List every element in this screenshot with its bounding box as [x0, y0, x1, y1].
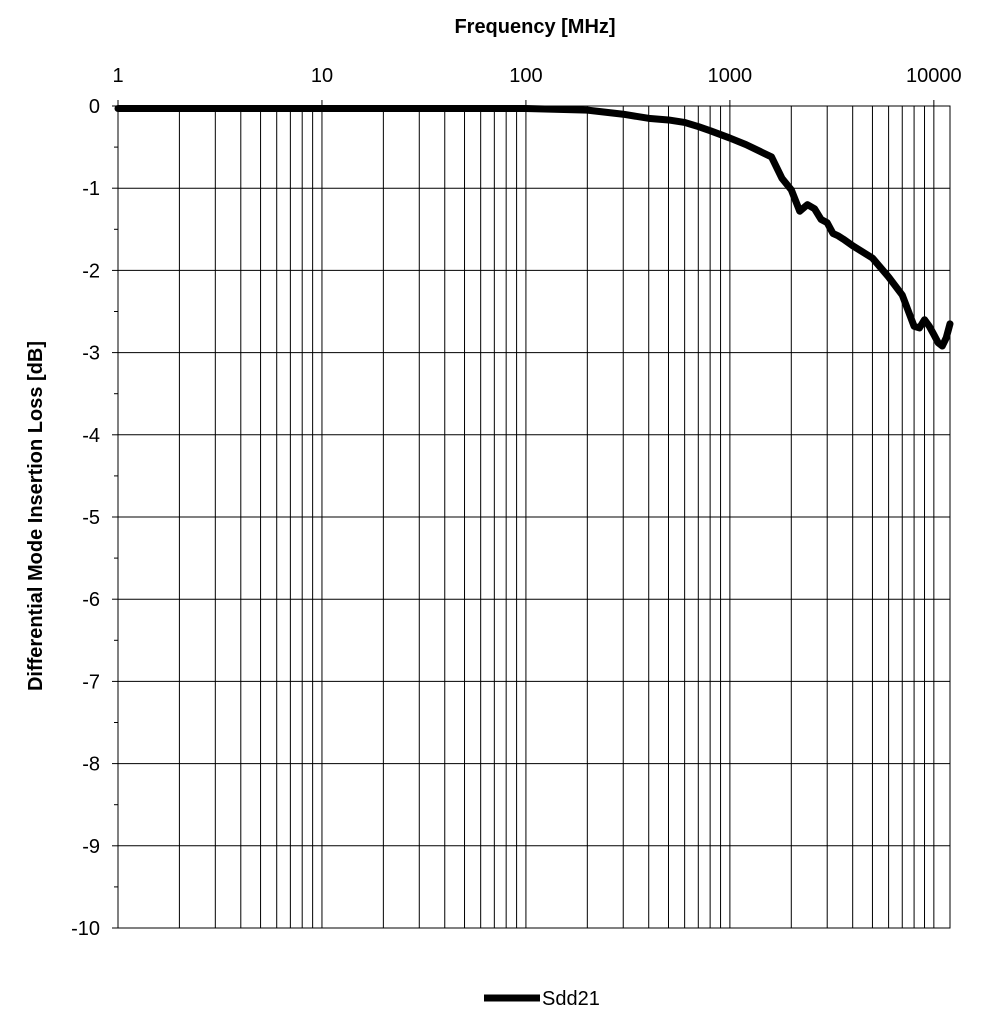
- x-tick-labels: 1 10 100 1000 10000: [112, 65, 961, 87]
- y-tick-label: -7: [82, 671, 100, 693]
- series-group: [114, 104, 954, 350]
- series-line-sdd21: [114, 104, 954, 350]
- y-tick-label: -5: [82, 507, 100, 529]
- y-tick-label: -6: [82, 589, 100, 611]
- y-tick-label: 0: [89, 96, 100, 118]
- x-axis-title: Frequency [MHz]: [454, 16, 615, 38]
- x-tick-label: 10000: [906, 65, 962, 87]
- y-tick-label: -1: [82, 178, 100, 200]
- x-tick-label: 1000: [708, 65, 753, 87]
- minor-ticks: [114, 146, 118, 888]
- x-tick-label: 100: [509, 65, 542, 87]
- y-tick-label: -9: [82, 836, 100, 858]
- y-tick-label: -3: [82, 343, 100, 365]
- y-tick-label: -4: [82, 425, 100, 447]
- legend-label: Sdd21: [542, 988, 600, 1010]
- y-tick-label: -2: [82, 260, 100, 282]
- y-tick-labels: 0 -1 -2 -3 -4 -5 -6 -7 -8 -9 -10: [71, 96, 100, 940]
- x-tick-label: 1: [112, 65, 123, 87]
- x-tick-label: 10: [311, 65, 333, 87]
- y-axis-title: Differential Mode Insertion Loss [dB]: [25, 341, 47, 691]
- legend: Sdd21: [484, 988, 600, 1010]
- y-tick-label: -8: [82, 754, 100, 776]
- y-tick-label: -10: [71, 918, 100, 940]
